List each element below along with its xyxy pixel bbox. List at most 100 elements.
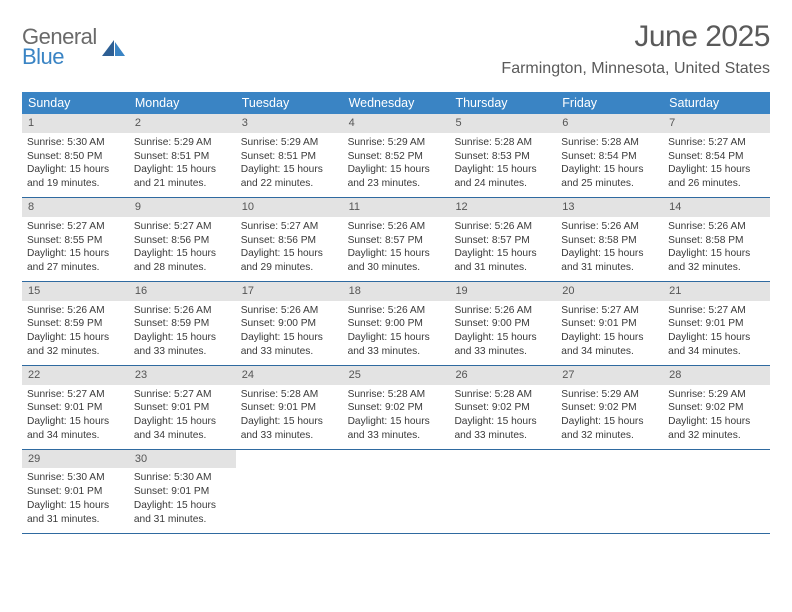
daylight-line: Daylight: 15 hours and 28 minutes.	[134, 247, 231, 275]
sunrise-line: Sunrise: 5:26 AM	[454, 220, 551, 234]
daylight-line: Daylight: 15 hours and 26 minutes.	[668, 163, 765, 191]
day-body: Sunrise: 5:30 AMSunset: 8:50 PMDaylight:…	[22, 133, 129, 197]
day-body: Sunrise: 5:28 AMSunset: 8:54 PMDaylight:…	[556, 133, 663, 197]
daylight-line: Daylight: 15 hours and 27 minutes.	[27, 247, 124, 275]
day-body: Sunrise: 5:27 AMSunset: 8:56 PMDaylight:…	[236, 217, 343, 281]
daylight-line: Daylight: 15 hours and 32 minutes.	[668, 415, 765, 443]
day-cell: 30Sunrise: 5:30 AMSunset: 9:01 PMDayligh…	[129, 450, 236, 533]
sunrise-line: Sunrise: 5:28 AM	[348, 388, 445, 402]
daylight-line: Daylight: 15 hours and 21 minutes.	[134, 163, 231, 191]
day-cell: 13Sunrise: 5:26 AMSunset: 8:58 PMDayligh…	[556, 198, 663, 281]
sunset-line: Sunset: 9:01 PM	[134, 485, 231, 499]
daylight-line: Daylight: 15 hours and 23 minutes.	[348, 163, 445, 191]
logo-text-block: General Blue	[22, 26, 97, 68]
sunrise-line: Sunrise: 5:26 AM	[668, 220, 765, 234]
day-number: 8	[22, 198, 129, 217]
daylight-line: Daylight: 15 hours and 29 minutes.	[241, 247, 338, 275]
sunrise-line: Sunrise: 5:27 AM	[241, 220, 338, 234]
daylight-line: Daylight: 15 hours and 31 minutes.	[454, 247, 551, 275]
day-number: 2	[129, 114, 236, 133]
day-body: Sunrise: 5:27 AMSunset: 9:01 PMDaylight:…	[556, 301, 663, 365]
daylight-line: Daylight: 15 hours and 31 minutes.	[134, 499, 231, 527]
sunset-line: Sunset: 9:00 PM	[241, 317, 338, 331]
day-body: Sunrise: 5:27 AMSunset: 8:54 PMDaylight:…	[663, 133, 770, 197]
day-body: Sunrise: 5:30 AMSunset: 9:01 PMDaylight:…	[129, 468, 236, 532]
day-body: Sunrise: 5:28 AMSunset: 9:01 PMDaylight:…	[236, 385, 343, 449]
day-cell: 12Sunrise: 5:26 AMSunset: 8:57 PMDayligh…	[449, 198, 556, 281]
day-cell: 16Sunrise: 5:26 AMSunset: 8:59 PMDayligh…	[129, 282, 236, 365]
day-body: Sunrise: 5:28 AMSunset: 8:53 PMDaylight:…	[449, 133, 556, 197]
day-number: 13	[556, 198, 663, 217]
day-body: Sunrise: 5:26 AMSunset: 8:57 PMDaylight:…	[449, 217, 556, 281]
calendar: SundayMondayTuesdayWednesdayThursdayFrid…	[22, 92, 770, 534]
weeks-container: 1Sunrise: 5:30 AMSunset: 8:50 PMDaylight…	[22, 114, 770, 534]
day-number: 10	[236, 198, 343, 217]
day-number: 5	[449, 114, 556, 133]
sunset-line: Sunset: 8:55 PM	[27, 234, 124, 248]
sunset-line: Sunset: 9:01 PM	[241, 401, 338, 415]
day-of-week-header: SundayMondayTuesdayWednesdayThursdayFrid…	[22, 92, 770, 114]
day-number: 22	[22, 366, 129, 385]
day-body: Sunrise: 5:29 AMSunset: 8:51 PMDaylight:…	[129, 133, 236, 197]
dow-cell: Wednesday	[343, 92, 450, 114]
day-cell: 5Sunrise: 5:28 AMSunset: 8:53 PMDaylight…	[449, 114, 556, 197]
day-cell: 26Sunrise: 5:28 AMSunset: 9:02 PMDayligh…	[449, 366, 556, 449]
day-number: 23	[129, 366, 236, 385]
day-number: 14	[663, 198, 770, 217]
day-cell: ..	[236, 450, 343, 533]
sunrise-line: Sunrise: 5:30 AM	[27, 136, 124, 150]
daylight-line: Daylight: 15 hours and 31 minutes.	[27, 499, 124, 527]
day-number: 1	[22, 114, 129, 133]
day-cell: 15Sunrise: 5:26 AMSunset: 8:59 PMDayligh…	[22, 282, 129, 365]
header: General Blue June 2025 Farmington, Minne…	[22, 20, 770, 78]
day-cell: 23Sunrise: 5:27 AMSunset: 9:01 PMDayligh…	[129, 366, 236, 449]
day-body: Sunrise: 5:28 AMSunset: 9:02 PMDaylight:…	[343, 385, 450, 449]
sunrise-line: Sunrise: 5:26 AM	[348, 304, 445, 318]
day-cell: 19Sunrise: 5:26 AMSunset: 9:00 PMDayligh…	[449, 282, 556, 365]
sunrise-line: Sunrise: 5:27 AM	[134, 220, 231, 234]
day-cell: 8Sunrise: 5:27 AMSunset: 8:55 PMDaylight…	[22, 198, 129, 281]
dow-cell: Sunday	[22, 92, 129, 114]
day-number: 20	[556, 282, 663, 301]
daylight-line: Daylight: 15 hours and 33 minutes.	[241, 331, 338, 359]
day-body: Sunrise: 5:26 AMSunset: 8:58 PMDaylight:…	[556, 217, 663, 281]
day-number: 27	[556, 366, 663, 385]
day-cell: ..	[449, 450, 556, 533]
sunrise-line: Sunrise: 5:27 AM	[134, 388, 231, 402]
day-body: Sunrise: 5:27 AMSunset: 9:01 PMDaylight:…	[22, 385, 129, 449]
day-cell: 29Sunrise: 5:30 AMSunset: 9:01 PMDayligh…	[22, 450, 129, 533]
day-body: Sunrise: 5:29 AMSunset: 8:52 PMDaylight:…	[343, 133, 450, 197]
day-body: Sunrise: 5:26 AMSunset: 9:00 PMDaylight:…	[343, 301, 450, 365]
day-cell: ..	[556, 450, 663, 533]
day-cell: 4Sunrise: 5:29 AMSunset: 8:52 PMDaylight…	[343, 114, 450, 197]
day-cell: 14Sunrise: 5:26 AMSunset: 8:58 PMDayligh…	[663, 198, 770, 281]
day-cell: 10Sunrise: 5:27 AMSunset: 8:56 PMDayligh…	[236, 198, 343, 281]
day-number: 11	[343, 198, 450, 217]
daylight-line: Daylight: 15 hours and 33 minutes.	[348, 415, 445, 443]
sunset-line: Sunset: 8:54 PM	[668, 150, 765, 164]
day-number: 29	[22, 450, 129, 469]
day-body: Sunrise: 5:26 AMSunset: 9:00 PMDaylight:…	[236, 301, 343, 365]
day-body: Sunrise: 5:26 AMSunset: 8:58 PMDaylight:…	[663, 217, 770, 281]
sunset-line: Sunset: 8:51 PM	[241, 150, 338, 164]
day-cell: 25Sunrise: 5:28 AMSunset: 9:02 PMDayligh…	[343, 366, 450, 449]
daylight-line: Daylight: 15 hours and 32 minutes.	[668, 247, 765, 275]
daylight-line: Daylight: 15 hours and 25 minutes.	[561, 163, 658, 191]
day-cell: 3Sunrise: 5:29 AMSunset: 8:51 PMDaylight…	[236, 114, 343, 197]
sunrise-line: Sunrise: 5:29 AM	[668, 388, 765, 402]
sunset-line: Sunset: 8:58 PM	[561, 234, 658, 248]
day-body: Sunrise: 5:26 AMSunset: 8:59 PMDaylight:…	[129, 301, 236, 365]
day-cell: 9Sunrise: 5:27 AMSunset: 8:56 PMDaylight…	[129, 198, 236, 281]
sunrise-line: Sunrise: 5:28 AM	[561, 136, 658, 150]
sunset-line: Sunset: 8:57 PM	[348, 234, 445, 248]
sunset-line: Sunset: 9:01 PM	[27, 485, 124, 499]
daylight-line: Daylight: 15 hours and 32 minutes.	[27, 331, 124, 359]
day-cell: 28Sunrise: 5:29 AMSunset: 9:02 PMDayligh…	[663, 366, 770, 449]
dow-cell: Monday	[129, 92, 236, 114]
sunrise-line: Sunrise: 5:26 AM	[27, 304, 124, 318]
daylight-line: Daylight: 15 hours and 33 minutes.	[454, 415, 551, 443]
day-cell: 24Sunrise: 5:28 AMSunset: 9:01 PMDayligh…	[236, 366, 343, 449]
sunrise-line: Sunrise: 5:26 AM	[454, 304, 551, 318]
day-cell: 27Sunrise: 5:29 AMSunset: 9:02 PMDayligh…	[556, 366, 663, 449]
logo-line2: Blue	[22, 46, 97, 68]
